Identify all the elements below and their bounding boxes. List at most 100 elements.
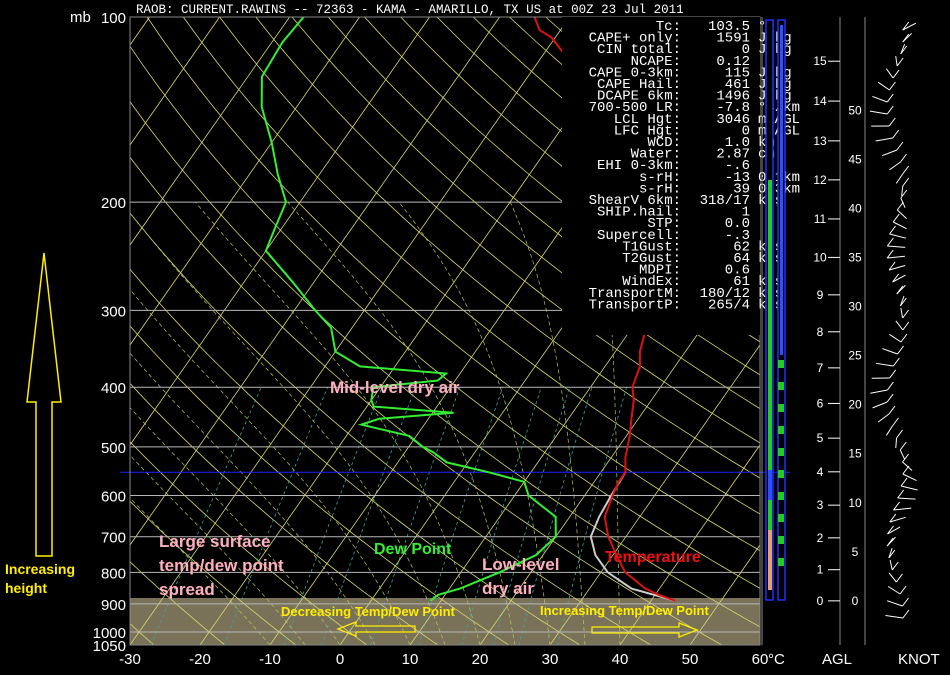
index-value: -.6 (725, 158, 750, 174)
temp-tick-label: 10 (402, 651, 419, 668)
dew-point-trace (260, 17, 557, 602)
stability-segment (768, 350, 772, 470)
side-bar-3 (780, 25, 783, 355)
wind-barb (885, 425, 893, 436)
height-kft-label: 35 (848, 251, 862, 265)
wind-barb-flag (902, 321, 910, 331)
height-scale: 0123456789101112131415051015202530354045… (813, 54, 862, 608)
stability-tick (778, 492, 784, 500)
index-value: -.3 (725, 228, 750, 244)
dry-adiabat-line (130, 500, 297, 645)
index-label: TransportM: (589, 286, 681, 302)
pressure-tick-label: 1000 (93, 625, 126, 642)
height-kft-label: 40 (848, 202, 862, 216)
wind-barb (893, 507, 912, 511)
wind-barb (887, 586, 901, 595)
height-km-label: 1 (817, 563, 824, 577)
wind-barb-flag (896, 285, 904, 295)
wind-barb-flag (889, 369, 897, 379)
height-km-label: 5 (817, 431, 824, 445)
moist-adiabat-line (130, 497, 271, 645)
index-value: 180/12 (700, 286, 750, 302)
pressure-tick-label: 800 (101, 565, 126, 582)
wind-barb-flag (892, 417, 899, 427)
wind-barb-flag (899, 585, 907, 595)
wind-barb-flag (896, 141, 904, 151)
low-level-label-line2: dry air (482, 579, 534, 598)
height-unit-label: AGL (822, 651, 852, 668)
index-label: CAPE 0-3km: (589, 65, 681, 81)
index-value: 318/17 (700, 193, 750, 209)
height-kft-label: 25 (848, 349, 862, 363)
wind-barb (869, 110, 888, 115)
stability-tick (778, 360, 784, 368)
index-label: CAPE Hail: (597, 77, 681, 93)
index-label: Water: (631, 147, 681, 163)
wind-barb (896, 209, 907, 219)
surface-spread-label-line3: spread (159, 580, 215, 599)
mixing-ratio-line (283, 387, 383, 645)
mid-level-dry-air-label: Mid-level dry air (330, 378, 460, 397)
mixing-ratio-line (557, 387, 627, 645)
wind-barb-flag (896, 201, 904, 211)
moist-adiabat-line (195, 201, 481, 645)
wind-barbs (869, 21, 918, 619)
index-label: 700-500 LR: (589, 100, 681, 116)
wind-barb (888, 572, 897, 583)
pressure-tick-label: 600 (101, 489, 126, 506)
stability-tick (778, 404, 784, 412)
wind-barb (895, 173, 904, 184)
wind-barb-flag (900, 45, 908, 55)
index-label: LCL Hgt: (614, 112, 681, 128)
isotherm-line (130, 17, 500, 546)
height-kft-label: 45 (848, 152, 862, 166)
dry-adiabat-line (255, 17, 760, 444)
index-value: 461 (725, 77, 750, 93)
dry-adiabat-line (182, 17, 760, 515)
dry-adiabat-line (130, 382, 439, 645)
decreasing-arrow-label: Decreasing Temp/Dew Point (281, 604, 456, 619)
wind-barb (899, 296, 905, 307)
pressure-tick-label: 200 (101, 195, 126, 212)
wind-barb (885, 68, 894, 79)
wind-barb (895, 437, 898, 449)
wind-barb-flag (888, 405, 896, 415)
stability-color-column (768, 180, 784, 590)
wind-barb-flag (902, 309, 910, 319)
wind-barb-flag (889, 513, 897, 523)
wind-barb-flag (892, 273, 899, 283)
wind-barb-flag (889, 225, 896, 235)
height-km-label: 10 (813, 250, 827, 264)
wind-barb-flag (886, 237, 894, 247)
index-label: T1Gust: (622, 239, 681, 255)
decreasing-arrow (336, 621, 416, 637)
index-value: 0 (742, 42, 750, 58)
wind-barb (900, 485, 918, 491)
dry-adiabat-line (219, 17, 760, 479)
height-km-label: 7 (817, 361, 824, 375)
temp-tick-label: -10 (259, 651, 281, 668)
stability-tick (778, 514, 784, 522)
pressure-tick-label: 300 (101, 303, 126, 320)
index-value: 61 (733, 274, 750, 290)
index-value: 115 (725, 65, 750, 81)
wind-barb (892, 274, 906, 283)
wind-barb-flag (889, 81, 896, 91)
wind-barb (897, 497, 916, 500)
wind-barb-flag (902, 609, 910, 619)
wind-barb (877, 81, 890, 91)
isotherm-line (619, 444, 760, 645)
isotherm-line (130, 17, 360, 346)
surface-spread-label-line1: Large surface (159, 532, 271, 551)
height-kft-label: 15 (848, 447, 862, 461)
temp-tick-label: 50 (682, 651, 699, 668)
wind-barb-flag (888, 261, 896, 271)
index-value: 265/4 (708, 297, 750, 313)
increasing-arrow (591, 622, 699, 638)
wind-barb (892, 221, 907, 230)
index-value: 0.0 (725, 216, 750, 232)
pressure-tick-label: 100 (101, 10, 126, 27)
wind-barb-flag (900, 477, 908, 487)
height-km-label: 4 (817, 465, 824, 479)
height-km-label: 11 (814, 212, 827, 226)
